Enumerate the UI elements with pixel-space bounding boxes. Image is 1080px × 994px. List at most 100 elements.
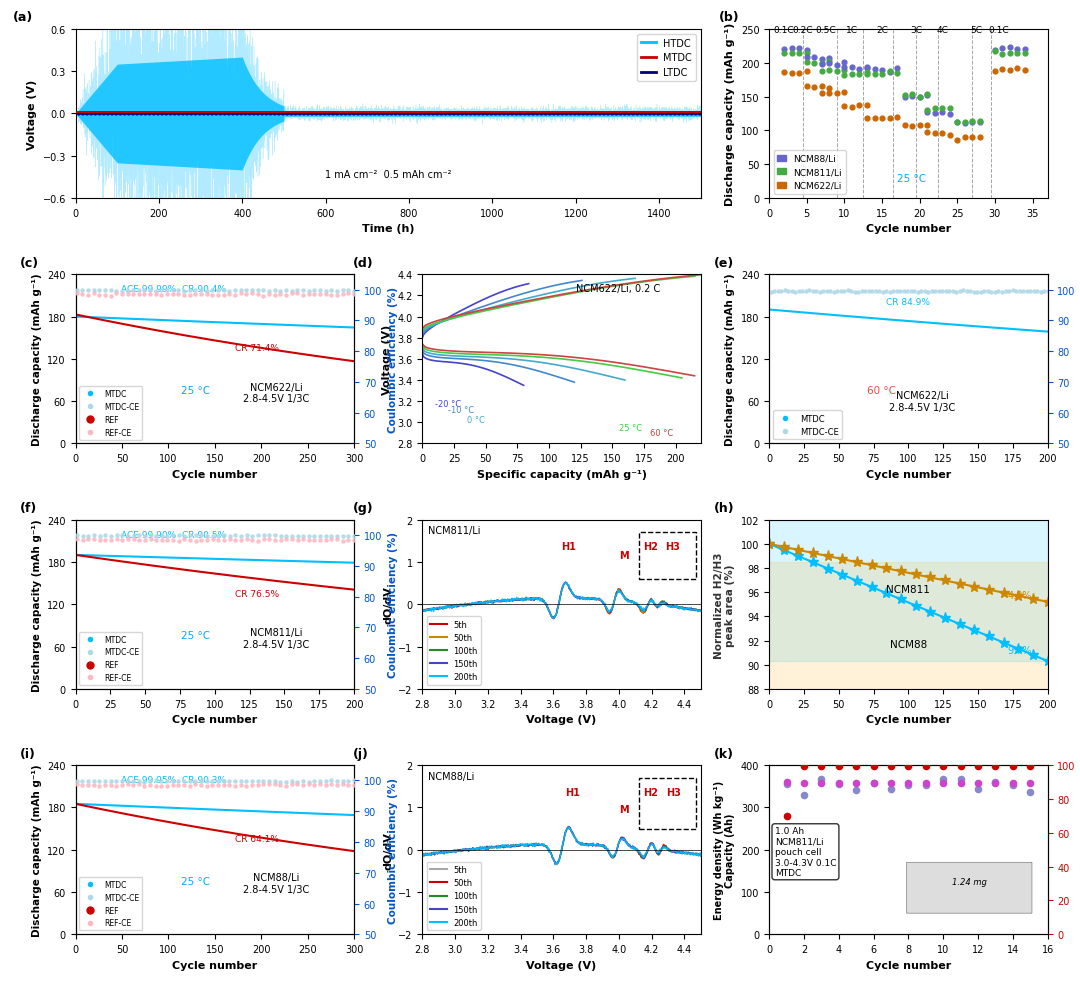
Point [295,773,312,789]
Y-axis label: Discharge capacity (mAh g⁻¹): Discharge capacity (mAh g⁻¹) [31,273,42,445]
Point [204,773,221,789]
Point [103,528,120,544]
Point [1032,284,1050,300]
Point [272,532,289,548]
Point [881,285,899,301]
Point [836,64,853,80]
Y-axis label: dQ/dV: dQ/dV [382,585,393,623]
Point [141,287,159,303]
Point [267,533,284,549]
Point [176,773,193,789]
Point [334,283,351,299]
Point [962,284,980,300]
Point [131,282,148,298]
Point [75,529,92,545]
Point [970,775,987,791]
Point [994,41,1011,57]
Point [836,84,853,100]
Point [1004,777,1022,793]
Point [278,529,295,545]
Legend: 5th, 50th, 100th, 150th, 200th: 5th, 50th, 100th, 150th, 200th [427,617,481,685]
Point [795,787,812,803]
Text: (e): (e) [714,256,733,269]
Point [306,773,323,789]
Point [295,282,312,298]
Point [848,758,865,774]
Point [318,532,335,548]
Point [865,775,882,791]
Point [775,43,793,59]
Point [108,528,125,544]
Point [119,286,136,302]
Point [783,283,800,299]
Point [813,64,831,80]
Point [318,287,335,303]
Text: 0.1C: 0.1C [988,26,1009,35]
Text: H3: H3 [666,787,681,797]
Point [198,773,215,789]
Point [79,287,96,303]
Point [192,282,210,298]
Text: CR 76.5%: CR 76.5% [234,589,279,598]
Point [102,288,119,304]
Point [119,773,136,789]
Bar [638,533,696,580]
Point [227,773,244,789]
Point [238,287,255,303]
Point [119,283,136,299]
Point [900,775,917,791]
Point [306,287,323,303]
Text: 25 °C: 25 °C [619,423,642,432]
Point [882,781,900,797]
Point [1001,63,1018,79]
Point [1009,46,1026,62]
Point [170,773,187,789]
Point [300,287,318,303]
Point [227,287,244,303]
Point [159,287,176,303]
Point [311,773,328,789]
Point [892,284,909,300]
X-axis label: Voltage (V): Voltage (V) [526,959,597,969]
Point [851,63,868,79]
Point [963,129,981,145]
Y-axis label: Coulombic efficiency (%): Coulombic efficiency (%) [388,286,397,432]
Point [73,282,91,298]
Point [210,283,227,299]
Point [91,778,108,794]
Point [919,86,936,102]
Point [994,47,1011,63]
Point [187,534,204,550]
Point [798,43,815,59]
Point [238,778,255,794]
Point [865,775,882,791]
Point [232,533,249,549]
Point [775,46,793,62]
Point [919,102,936,118]
Point [870,284,888,300]
Point [232,777,249,793]
Point [970,758,987,774]
Point [1016,63,1034,79]
Point [919,125,936,141]
Point [797,284,814,300]
Point [164,532,181,548]
Point [192,773,210,789]
Point [288,774,306,790]
Point [955,283,972,299]
Text: 25 °C: 25 °C [181,386,211,396]
Point [91,288,108,304]
Point [971,113,988,129]
Point [283,284,300,300]
Point [896,90,914,106]
Point [85,773,103,789]
Point [119,532,136,548]
Point [859,62,876,78]
Point [153,533,171,549]
Point [970,781,987,797]
Point [220,773,238,789]
Point [176,528,193,544]
Point [278,532,295,548]
Point [811,285,828,301]
Point [340,773,357,789]
